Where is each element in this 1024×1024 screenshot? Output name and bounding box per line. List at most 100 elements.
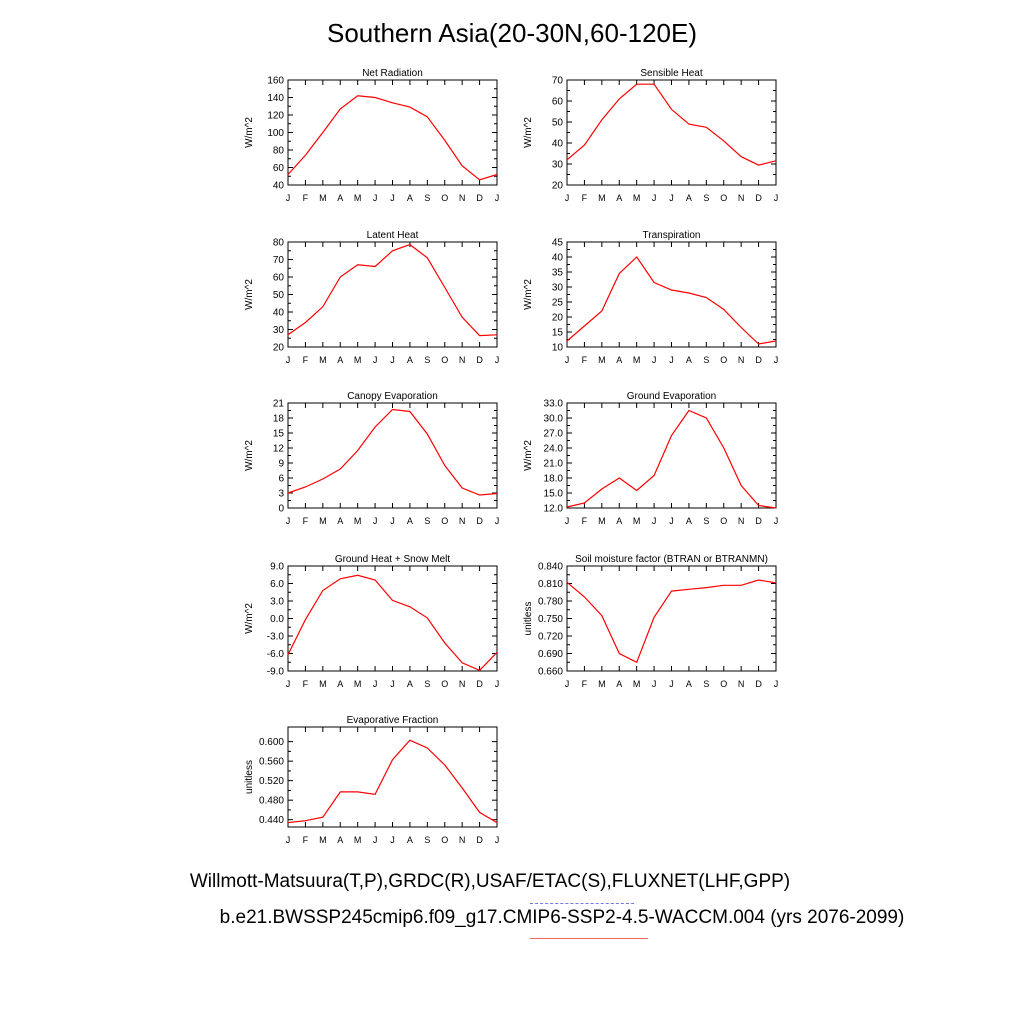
y-tick-label: -6.0 bbox=[267, 649, 285, 660]
plot-frame bbox=[566, 79, 777, 186]
y-tick-label: 20 bbox=[273, 343, 285, 354]
x-tick-label: M bbox=[354, 516, 362, 526]
y-axis-label: unitless bbox=[244, 760, 255, 794]
x-tick-label: N bbox=[459, 355, 466, 365]
x-tick-label: M bbox=[319, 835, 327, 845]
x-tick-label: J bbox=[669, 355, 674, 365]
y-tick-label: 0.600 bbox=[259, 737, 284, 748]
x-tick-label: S bbox=[703, 193, 709, 203]
y-tick-label: 15 bbox=[552, 328, 564, 339]
x-tick-label: S bbox=[424, 679, 430, 689]
x-tick-label: S bbox=[424, 835, 430, 845]
x-tick-label: J bbox=[286, 516, 291, 526]
x-tick-label: O bbox=[441, 516, 448, 526]
y-axis-label: W/m^2 bbox=[244, 603, 255, 634]
case-line-sample bbox=[530, 938, 648, 939]
x-tick-label: M bbox=[354, 835, 362, 845]
y-tick-label: 45 bbox=[552, 238, 564, 249]
y-tick-label: 120 bbox=[267, 111, 284, 122]
x-tick-label: D bbox=[755, 679, 762, 689]
y-tick-label: 60 bbox=[273, 273, 285, 284]
y-tick-label: 80 bbox=[273, 146, 285, 157]
y-tick-label: 0.840 bbox=[538, 562, 563, 573]
y-tick-label: 27.0 bbox=[544, 429, 564, 440]
x-tick-label: J bbox=[652, 679, 657, 689]
y-tick-label: 0.780 bbox=[538, 597, 563, 608]
x-tick-label: O bbox=[720, 679, 727, 689]
x-tick-label: S bbox=[703, 355, 709, 365]
y-tick-label: 33.0 bbox=[544, 399, 564, 410]
x-tick-label: J bbox=[286, 193, 291, 203]
y-tick-label: 18 bbox=[273, 414, 285, 425]
x-tick-label: N bbox=[738, 516, 745, 526]
x-tick-label: A bbox=[616, 355, 622, 365]
y-tick-label: 20 bbox=[552, 313, 564, 324]
x-tick-label: A bbox=[337, 355, 343, 365]
x-tick-label: F bbox=[303, 516, 309, 526]
y-tick-label: 3 bbox=[278, 489, 284, 500]
plot-frame bbox=[287, 565, 498, 672]
x-tick-label: J bbox=[774, 355, 779, 365]
x-tick-label: M bbox=[354, 193, 362, 203]
y-tick-label: 24.0 bbox=[544, 444, 564, 455]
y-tick-label: 30 bbox=[552, 283, 564, 294]
panel-title: Ground Heat + Snow Melt bbox=[335, 554, 451, 565]
x-tick-label: D bbox=[476, 835, 483, 845]
x-tick-label: F bbox=[582, 679, 588, 689]
x-tick-label: F bbox=[303, 193, 309, 203]
y-tick-label: -3.0 bbox=[267, 632, 285, 643]
x-tick-label: D bbox=[755, 355, 762, 365]
x-tick-label: J bbox=[652, 193, 657, 203]
x-tick-label: N bbox=[459, 679, 466, 689]
x-tick-label: D bbox=[476, 516, 483, 526]
y-tick-label: 12.0 bbox=[544, 504, 564, 515]
x-tick-label: J bbox=[390, 355, 395, 365]
x-tick-label: A bbox=[337, 516, 343, 526]
x-tick-label: M bbox=[319, 193, 327, 203]
x-tick-label: J bbox=[774, 193, 779, 203]
y-tick-label: 30.0 bbox=[544, 414, 564, 425]
y-tick-label: 80 bbox=[273, 238, 285, 249]
y-tick-label: 70 bbox=[273, 255, 285, 266]
y-tick-label: 60 bbox=[273, 163, 285, 174]
x-tick-label: M bbox=[633, 193, 641, 203]
y-tick-label: 25 bbox=[552, 298, 564, 309]
x-tick-label: J bbox=[495, 679, 500, 689]
x-tick-label: M bbox=[319, 355, 327, 365]
x-tick-label: A bbox=[686, 355, 692, 365]
panel-title: Sensible Heat bbox=[640, 68, 702, 79]
x-tick-label: N bbox=[738, 355, 745, 365]
y-tick-label: 100 bbox=[267, 128, 284, 139]
y-tick-label: 10 bbox=[552, 343, 564, 354]
x-tick-label: N bbox=[738, 193, 745, 203]
series-line bbox=[566, 83, 777, 166]
x-tick-label: A bbox=[337, 193, 343, 203]
x-tick-label: M bbox=[319, 516, 327, 526]
x-tick-label: J bbox=[774, 516, 779, 526]
x-tick-label: J bbox=[669, 516, 674, 526]
x-tick-label: M bbox=[633, 679, 641, 689]
case-caption: b.e21.BWSSP245cmip6.f09_g17.CMIP6-SSP2-4… bbox=[219, 907, 905, 928]
y-tick-label: 20 bbox=[552, 181, 564, 192]
y-tick-label: 40 bbox=[273, 181, 285, 192]
x-tick-label: N bbox=[459, 516, 466, 526]
x-tick-label: M bbox=[354, 679, 362, 689]
y-tick-label: 40 bbox=[552, 253, 564, 264]
x-tick-label: J bbox=[286, 835, 291, 845]
x-tick-label: J bbox=[286, 355, 291, 365]
x-tick-label: J bbox=[495, 835, 500, 845]
x-tick-label: F bbox=[582, 193, 588, 203]
y-tick-label: -9.0 bbox=[267, 667, 285, 678]
panel-title: Net Radiation bbox=[362, 68, 423, 79]
x-tick-label: A bbox=[616, 193, 622, 203]
y-tick-label: 0.560 bbox=[259, 757, 284, 768]
x-tick-label: J bbox=[373, 679, 378, 689]
x-tick-label: O bbox=[441, 193, 448, 203]
x-tick-label: A bbox=[337, 679, 343, 689]
y-tick-label: 0.520 bbox=[259, 776, 284, 787]
series-line bbox=[287, 574, 498, 672]
x-tick-label: M bbox=[633, 516, 641, 526]
x-tick-label: A bbox=[686, 193, 692, 203]
x-tick-label: A bbox=[686, 679, 692, 689]
